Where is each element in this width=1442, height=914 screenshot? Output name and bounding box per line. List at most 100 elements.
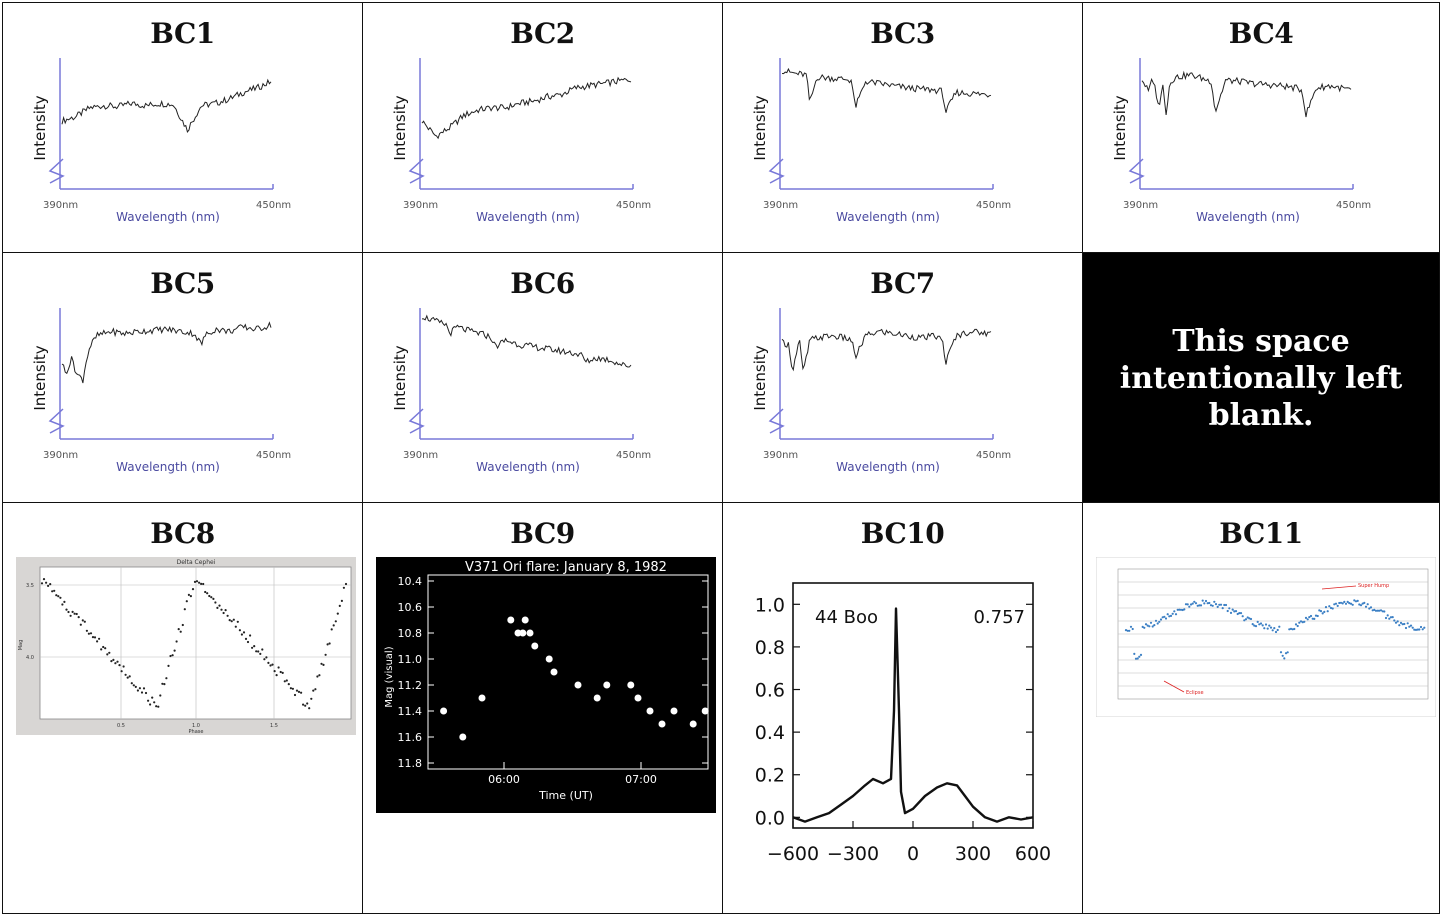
spectrum-line (1141, 70, 1352, 118)
annotation-super-hump: Super Hump (1358, 583, 1389, 589)
data-point (330, 628, 333, 631)
data-point (603, 681, 611, 689)
data-point (1234, 610, 1238, 613)
data-point (332, 624, 335, 627)
x-axis-label: Phase (189, 729, 204, 735)
data-point (1156, 622, 1159, 625)
data-point (1391, 616, 1394, 619)
data-point (61, 603, 64, 606)
data-point (314, 688, 317, 691)
data-point (222, 611, 225, 615)
data-point (646, 707, 654, 715)
data-point (1314, 614, 1318, 617)
data-point (1189, 603, 1193, 606)
data-point (1306, 618, 1309, 621)
cell-bc7: BC7 Intensity 390nm 450nm Wavelength (nm) (722, 252, 1083, 503)
data-point (244, 637, 248, 640)
data-point (340, 599, 343, 602)
y-axis-label: Intensity (391, 345, 409, 410)
data-point (271, 663, 274, 666)
data-point (593, 694, 601, 702)
data-point (149, 703, 152, 706)
data-point (336, 612, 339, 615)
data-point (1421, 628, 1424, 631)
data-point (191, 588, 195, 591)
data-point (96, 640, 99, 643)
x-min-label: 390nm (43, 450, 78, 461)
data-point (40, 582, 44, 585)
data-point (1258, 623, 1261, 626)
data-point (228, 619, 231, 622)
data-point (1126, 629, 1129, 632)
data-point (122, 665, 125, 668)
data-point (189, 595, 192, 598)
data-point (1331, 607, 1334, 610)
y-tick-label: 11.2 (398, 679, 423, 692)
data-point (519, 629, 527, 637)
data-point (514, 629, 522, 637)
data-point (204, 590, 207, 594)
data-point (1168, 615, 1171, 618)
data-point (236, 620, 239, 623)
data-point (242, 631, 246, 634)
data-point (116, 660, 119, 663)
data-point (195, 580, 199, 583)
x-tick-label: 0.5 (117, 723, 125, 729)
data-point (1339, 601, 1343, 604)
cell-title: BC11 (1219, 517, 1303, 550)
data-point (297, 690, 301, 693)
cell-bc2: BC2 Intensity 390nm 450nm Wavelength (nm) (362, 2, 723, 253)
data-point (1269, 626, 1273, 629)
data-point (87, 632, 90, 635)
x-tick-label: −300 (827, 843, 879, 865)
axis-break-mark (408, 408, 425, 434)
data-point (234, 625, 237, 628)
data-point (1381, 610, 1384, 613)
data-point (163, 683, 166, 686)
x-tick-label: 06:00 (488, 773, 520, 786)
data-point (1164, 617, 1168, 620)
data-point (1238, 612, 1241, 615)
data-point (1236, 612, 1239, 616)
data-point (1281, 654, 1284, 657)
data-point (1374, 609, 1378, 612)
data-point (173, 649, 176, 652)
data-point (1179, 608, 1183, 611)
x-min-label: 390nm (1123, 200, 1158, 211)
y-tick-label: 3.5 (26, 583, 34, 589)
data-point (124, 673, 127, 676)
y-tick-label: 0.0 (755, 807, 785, 829)
data-point (183, 608, 186, 611)
x-tick-label: 0 (907, 843, 919, 865)
data-point (112, 658, 115, 661)
y-tick-label: 0.6 (755, 680, 785, 702)
data-point (275, 674, 278, 677)
cell-bc1: BC1 Intensity 390nm 450nm Wavelength (nm) (2, 2, 363, 253)
data-point (1294, 623, 1298, 626)
data-point (1413, 628, 1416, 631)
data-point (1136, 657, 1139, 660)
annotation-left: 44 Boo (815, 607, 878, 628)
data-point (147, 699, 150, 702)
data-point (550, 668, 558, 676)
data-point (1144, 623, 1148, 626)
data-point (224, 609, 227, 612)
data-point (269, 664, 272, 667)
data-point (459, 733, 467, 741)
data-point (285, 679, 288, 682)
cell-bc9: BC9 V371 Ori flare: January 8, 1982 10.4 1… (362, 502, 723, 914)
data-point (91, 636, 95, 639)
data-point (118, 664, 121, 667)
data-point (1278, 625, 1281, 628)
y-axis-label: Intensity (31, 345, 49, 410)
data-point (53, 589, 56, 592)
annotation-eclipse: Eclipse (1186, 690, 1204, 696)
data-point (1139, 653, 1143, 656)
cell-title: BC10 (860, 517, 945, 550)
data-point (1206, 602, 1209, 605)
data-point (98, 637, 101, 640)
axis-break-mark (48, 158, 65, 184)
x-max-label: 450nm (976, 200, 1011, 211)
data-point (634, 694, 642, 702)
data-point (1228, 607, 1231, 610)
